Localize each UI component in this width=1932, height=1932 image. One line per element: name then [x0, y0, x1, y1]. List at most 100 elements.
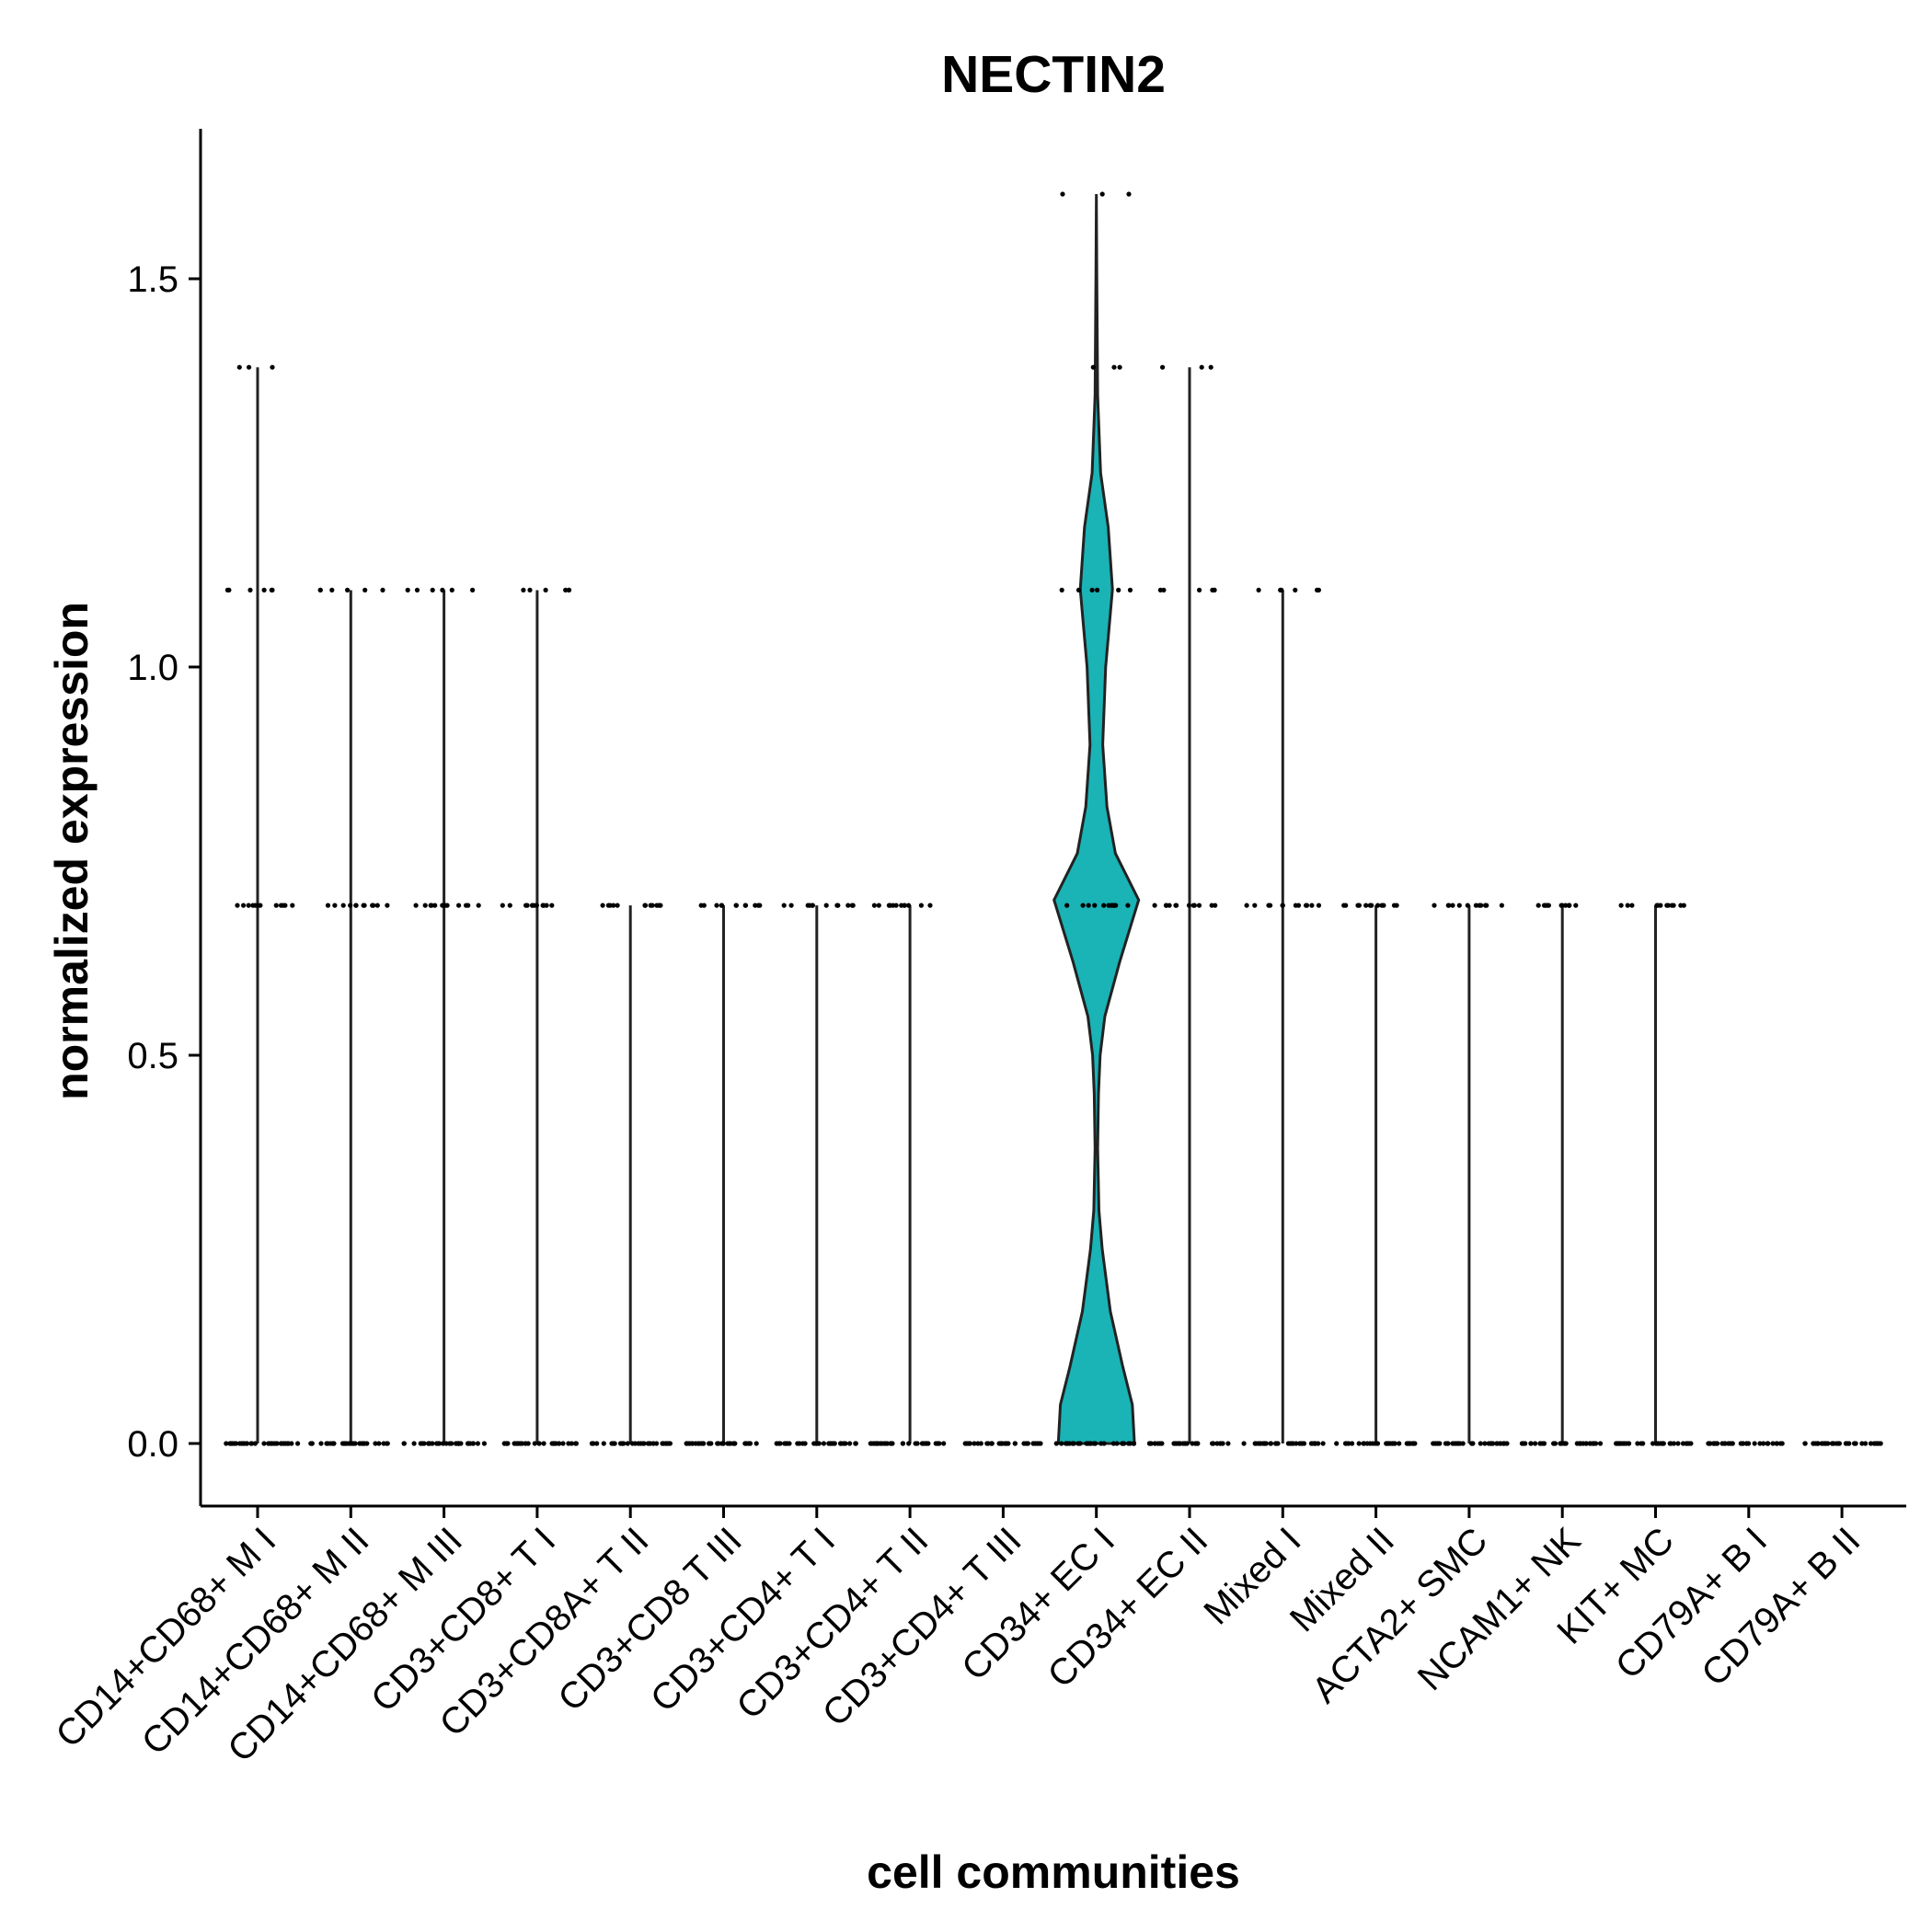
- data-point: [240, 1441, 246, 1446]
- data-point: [1114, 1441, 1120, 1446]
- data-point: [625, 1441, 630, 1446]
- data-point: [743, 1441, 749, 1446]
- data-point: [475, 1441, 481, 1446]
- data-point: [1660, 1441, 1665, 1446]
- data-point: [832, 1441, 837, 1446]
- data-point: [783, 1441, 788, 1446]
- data-point: [465, 1441, 471, 1446]
- data-point: [1566, 903, 1571, 908]
- data-point: [1456, 903, 1462, 908]
- data-point: [600, 903, 605, 908]
- data-point: [1157, 1441, 1163, 1446]
- y-tick-label: 0.5: [127, 1036, 178, 1076]
- data-point: [1625, 903, 1630, 908]
- violin-group: [1241, 587, 1326, 1446]
- data-point: [1765, 1441, 1771, 1446]
- data-point: [353, 903, 359, 908]
- data-point: [370, 903, 375, 908]
- data-point: [1852, 1441, 1858, 1446]
- data-point: [1561, 1441, 1567, 1446]
- data-point: [1655, 903, 1661, 908]
- data-point: [381, 1441, 386, 1446]
- data-point: [1111, 364, 1117, 370]
- data-point: [281, 903, 286, 908]
- data-point: [878, 1441, 883, 1446]
- data-point: [1499, 903, 1504, 908]
- data-point: [1173, 903, 1179, 908]
- data-point: [258, 903, 263, 908]
- data-point: [1757, 1441, 1763, 1446]
- x-tick-label: NCAM1+ NK: [1410, 1520, 1589, 1698]
- data-point: [1241, 1441, 1247, 1446]
- data-point: [611, 1441, 616, 1446]
- data-point: [1387, 1441, 1393, 1446]
- data-point: [1268, 1441, 1274, 1446]
- violin-group: [308, 587, 390, 1446]
- data-point: [719, 903, 725, 908]
- data-point: [810, 903, 815, 908]
- data-point: [1298, 1441, 1304, 1446]
- data-point: [430, 587, 435, 593]
- data-point: [1629, 903, 1635, 908]
- data-point: [1152, 1441, 1158, 1446]
- data-point: [646, 1441, 652, 1446]
- data-point: [714, 903, 719, 908]
- data-point: [733, 903, 740, 908]
- data-point: [1025, 1441, 1030, 1446]
- violin-group: [500, 587, 580, 1446]
- data-point: [1293, 587, 1298, 593]
- data-point: [923, 1441, 929, 1446]
- violin-group: [589, 903, 673, 1446]
- data-point: [1863, 1441, 1869, 1446]
- data-point: [380, 587, 385, 593]
- data-point: [1450, 1441, 1455, 1446]
- data-point: [1127, 587, 1133, 593]
- data-point: [781, 903, 787, 908]
- data-point: [516, 1441, 522, 1446]
- data-point: [385, 1441, 390, 1446]
- data-point: [1460, 1441, 1466, 1446]
- data-point: [244, 1441, 249, 1446]
- data-point: [1469, 1441, 1475, 1446]
- data-point: [1445, 1441, 1451, 1446]
- data-point: [376, 1441, 382, 1446]
- data-point: [1835, 1441, 1841, 1446]
- data-point: [1392, 1441, 1397, 1446]
- data-point: [532, 1441, 537, 1446]
- data-point: [1196, 903, 1202, 908]
- data-point: [1004, 1441, 1009, 1446]
- data-point: [707, 1441, 712, 1446]
- data-point: [720, 1441, 727, 1446]
- data-point: [1752, 1441, 1757, 1446]
- data-point: [549, 903, 555, 908]
- data-point: [1774, 1441, 1779, 1446]
- data-point: [1545, 903, 1550, 908]
- data-point: [324, 1441, 329, 1446]
- data-point: [361, 903, 366, 908]
- data-point: [978, 1441, 983, 1446]
- data-point: [246, 903, 251, 908]
- data-point: [345, 587, 351, 593]
- data-point: [1490, 1441, 1496, 1446]
- data-point: [527, 587, 533, 593]
- data-point: [883, 1441, 889, 1446]
- data-point: [557, 1441, 562, 1446]
- data-point: [1671, 1441, 1677, 1446]
- data-point: [1528, 1441, 1534, 1446]
- data-point: [1412, 1441, 1418, 1446]
- data-point: [428, 903, 433, 908]
- data-point: [1288, 1441, 1294, 1446]
- data-point: [1053, 1441, 1059, 1446]
- data-point: [1533, 1441, 1538, 1446]
- data-point: [1252, 903, 1258, 908]
- data-point: [1030, 1441, 1036, 1446]
- violin-group: [1706, 1441, 1785, 1446]
- data-point: [273, 1441, 279, 1446]
- data-point: [1190, 1441, 1195, 1446]
- data-point: [890, 1441, 895, 1446]
- data-point: [1437, 1441, 1443, 1446]
- violin-group: [962, 1441, 1043, 1446]
- data-point: [373, 1441, 378, 1446]
- data-point: [1671, 903, 1676, 908]
